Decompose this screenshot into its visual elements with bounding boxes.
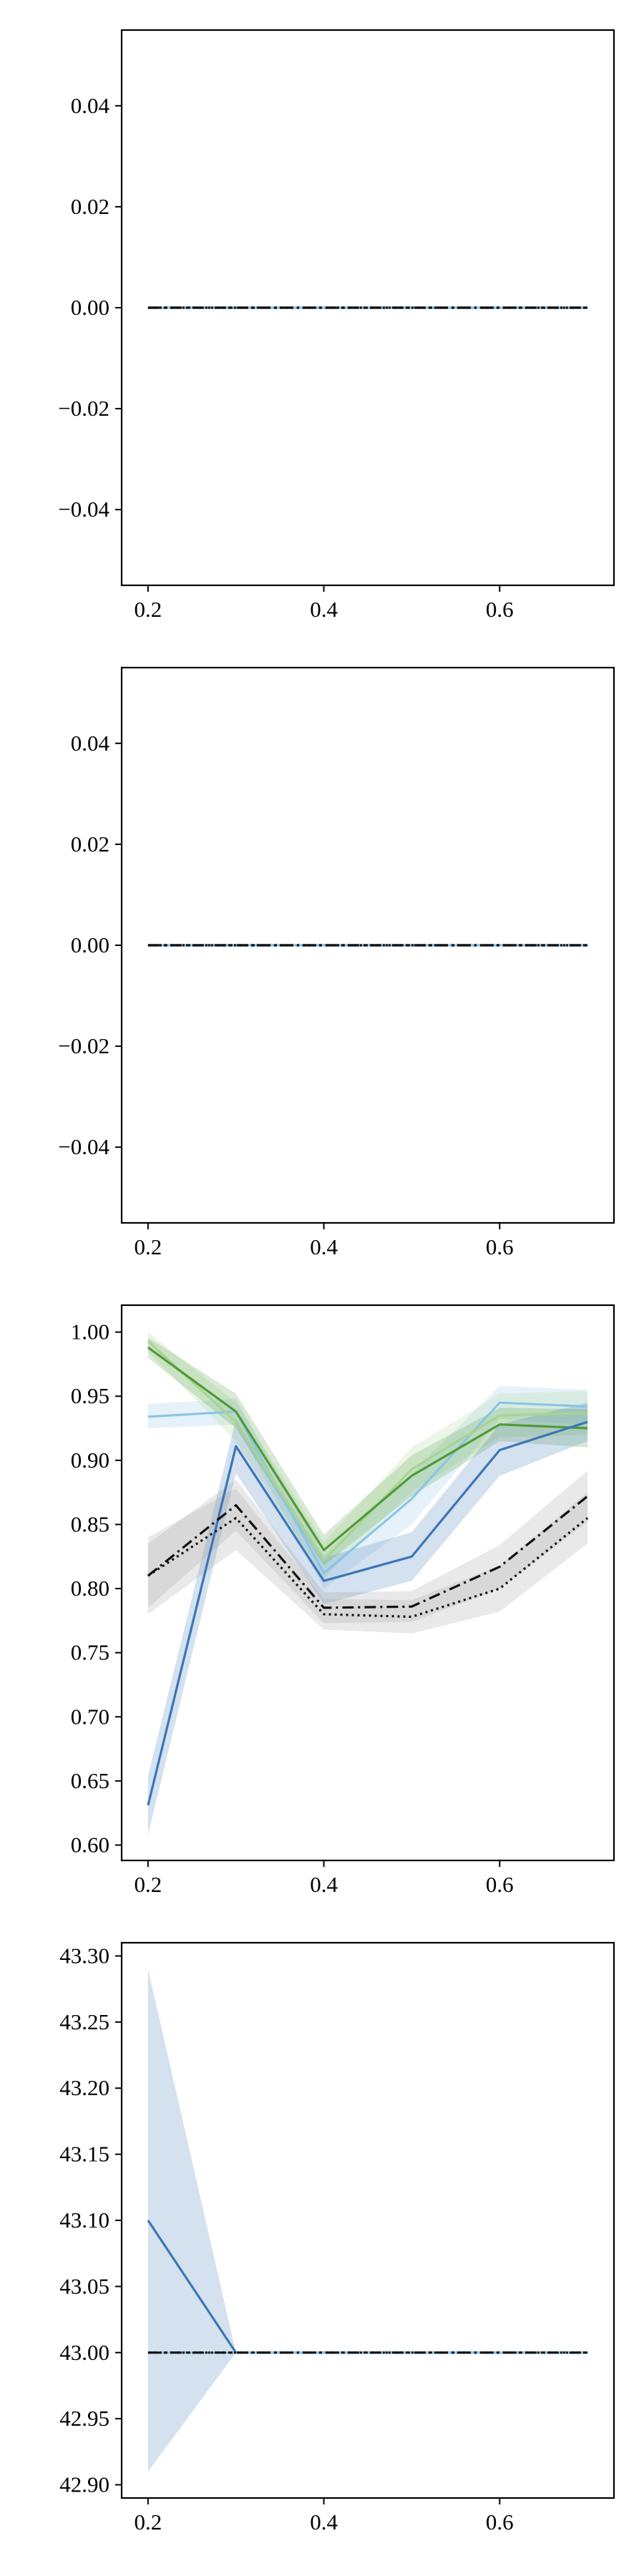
confidence-band-1 xyxy=(147,1969,588,2472)
x-tick-label: 0.2 xyxy=(134,2509,162,2534)
x-tick-label: 0.2 xyxy=(134,1234,162,1259)
y-tick-label: 0.70 xyxy=(71,1704,109,1729)
series-line-6 xyxy=(147,1495,589,1609)
y-tick-label: 0.65 xyxy=(71,1768,109,1793)
series-line-4 xyxy=(147,1420,588,1806)
series-line-5 xyxy=(147,1516,589,1619)
subplot-3: 0.2 0.4 0.6 0.60 0.65 0.70 0.75 0.80 0.85 0.90 0.9… xyxy=(71,1304,615,1897)
x-tick-label: 0.6 xyxy=(486,1234,514,1259)
x-tick-label: 0.4 xyxy=(310,597,338,622)
x-tick-label: 0.4 xyxy=(310,1234,338,1259)
confidence-band-3 xyxy=(147,1337,588,1566)
y-tick-label: −0.02 xyxy=(58,396,109,421)
plot-area xyxy=(147,1332,589,1835)
confidence-band-5 xyxy=(147,1488,588,1634)
y-tick-label: 0.02 xyxy=(71,831,109,857)
confidence-band-2 xyxy=(147,1332,588,1579)
y-tick-label: 0.75 xyxy=(71,1640,109,1665)
confidence-band-6 xyxy=(147,1470,588,1624)
series-line-3 xyxy=(147,1346,588,1551)
x-tick-label: 0.6 xyxy=(486,2509,514,2534)
x-tick-label: 0.4 xyxy=(310,2509,338,2534)
x-tick-label: 0.4 xyxy=(310,1872,338,1897)
y-tick-label: 42.90 xyxy=(59,2472,109,2497)
subplot-4: 0.2 0.4 0.6 42.90 42.95 43.00 43.05 43.10 43.15 4… xyxy=(59,1941,615,2534)
series-line-2 xyxy=(147,1340,588,1562)
series-line-1 xyxy=(147,1401,588,1575)
y-tick-label: −0.02 xyxy=(58,1033,109,1058)
y-tick-label: 0.95 xyxy=(71,1383,109,1408)
plot-area xyxy=(147,1969,588,2472)
x-tick-label: 0.6 xyxy=(486,1872,514,1897)
y-tick-label: 43.15 xyxy=(59,2142,109,2167)
subplot-1: 0.2 0.4 0.6 −0.04 −0.02 0.00 0.02 0.04 xyxy=(58,29,615,622)
y-tick-label: 0.80 xyxy=(71,1576,109,1601)
y-tick-label: 0.00 xyxy=(71,295,109,320)
y-tick-label: −0.04 xyxy=(58,497,109,522)
y-tick-label: 0.60 xyxy=(71,1832,109,1857)
x-tick-label: 0.6 xyxy=(486,597,514,622)
axes-frame xyxy=(120,1304,615,1862)
y-tick-label: 0.04 xyxy=(71,731,110,756)
y-tick-label: 43.05 xyxy=(59,2273,109,2298)
confidence-band-4 xyxy=(147,1402,588,1835)
y-tick-label: 0.04 xyxy=(71,93,110,118)
y-tick-label: 43.10 xyxy=(59,2207,109,2233)
y-tick-label: 43.30 xyxy=(59,1943,109,1968)
y-tick-label: 43.00 xyxy=(59,2340,109,2365)
x-tick-label: 0.2 xyxy=(134,597,162,622)
subplot-2: 0.2 0.4 0.6 −0.04 −0.02 0.00 0.02 0.04 xyxy=(58,666,615,1259)
y-tick-label: 43.25 xyxy=(59,2009,109,2034)
y-tick-label: 43.20 xyxy=(59,2075,109,2100)
y-tick-label: 1.00 xyxy=(71,1319,109,1345)
y-tick-label: 42.95 xyxy=(59,2406,109,2431)
y-tick-label: 0.00 xyxy=(71,932,109,957)
y-tick-label: −0.04 xyxy=(58,1134,109,1159)
y-tick-label: 0.85 xyxy=(71,1511,109,1536)
y-tick-label: 0.02 xyxy=(71,194,109,219)
x-tick-label: 0.2 xyxy=(134,1872,162,1897)
y-tick-label: 0.90 xyxy=(71,1448,109,1473)
